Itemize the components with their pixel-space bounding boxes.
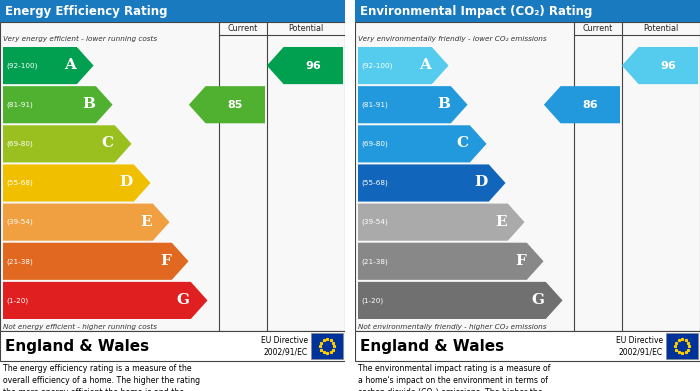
Text: Very energy efficient - lower running costs: Very energy efficient - lower running co…	[3, 36, 157, 42]
Text: EU Directive
2002/91/EC: EU Directive 2002/91/EC	[261, 336, 308, 356]
Text: G: G	[177, 293, 190, 307]
Polygon shape	[358, 243, 543, 280]
Polygon shape	[358, 125, 486, 162]
Polygon shape	[358, 204, 524, 241]
Text: EU Directive
2002/91/EC: EU Directive 2002/91/EC	[616, 336, 663, 356]
Bar	[355, 331, 700, 361]
Text: A: A	[64, 58, 76, 72]
Text: (69-80): (69-80)	[6, 141, 33, 147]
Polygon shape	[3, 243, 188, 280]
Text: Potential: Potential	[643, 24, 678, 33]
Text: (81-91): (81-91)	[6, 101, 33, 108]
Text: The energy efficiency rating is a measure of the
overall efficiency of a home. T: The energy efficiency rating is a measur…	[3, 364, 200, 391]
Text: D: D	[120, 176, 133, 190]
Text: (39-54): (39-54)	[361, 219, 388, 225]
Bar	[311, 333, 343, 359]
Text: G: G	[532, 293, 545, 307]
Polygon shape	[189, 86, 265, 123]
Text: E: E	[495, 215, 507, 229]
Text: F: F	[160, 254, 171, 268]
Text: Not environmentally friendly - higher CO₂ emissions: Not environmentally friendly - higher CO…	[358, 324, 547, 330]
Text: Current: Current	[583, 24, 613, 33]
Polygon shape	[358, 86, 468, 123]
Polygon shape	[622, 47, 698, 84]
Text: C: C	[456, 136, 469, 151]
Polygon shape	[3, 165, 150, 202]
Polygon shape	[544, 86, 620, 123]
Text: E: E	[140, 215, 152, 229]
Polygon shape	[358, 47, 449, 84]
Text: England & Wales: England & Wales	[360, 339, 504, 353]
Polygon shape	[267, 47, 343, 84]
Polygon shape	[3, 125, 132, 162]
Text: D: D	[475, 176, 488, 190]
Text: 96: 96	[305, 61, 321, 70]
Bar	[345, 0, 355, 391]
Text: (1-20): (1-20)	[6, 297, 28, 304]
Text: The environmental impact rating is a measure of
a home's impact on the environme: The environmental impact rating is a mea…	[358, 364, 551, 391]
Text: A: A	[419, 58, 431, 72]
Text: (21-38): (21-38)	[6, 258, 33, 265]
Bar	[0, 331, 345, 361]
Text: (21-38): (21-38)	[361, 258, 388, 265]
Polygon shape	[358, 165, 505, 202]
Bar	[355, 22, 700, 331]
Text: Potential: Potential	[288, 24, 323, 33]
Text: 86: 86	[582, 100, 598, 110]
Bar	[355, 0, 700, 22]
Text: Very environmentally friendly - lower CO₂ emissions: Very environmentally friendly - lower CO…	[358, 36, 547, 42]
Text: (39-54): (39-54)	[6, 219, 33, 225]
Text: (1-20): (1-20)	[361, 297, 383, 304]
Bar	[0, 0, 345, 22]
Polygon shape	[3, 282, 207, 319]
Bar	[666, 333, 698, 359]
Bar	[0, 22, 345, 331]
Text: (55-68): (55-68)	[361, 180, 388, 186]
Text: (81-91): (81-91)	[361, 101, 388, 108]
Text: B: B	[82, 97, 94, 111]
Text: Current: Current	[228, 24, 258, 33]
Polygon shape	[3, 86, 113, 123]
Text: England & Wales: England & Wales	[5, 339, 149, 353]
Text: (92-100): (92-100)	[361, 62, 393, 69]
Text: 85: 85	[228, 100, 243, 110]
Text: Not energy efficient - higher running costs: Not energy efficient - higher running co…	[3, 324, 157, 330]
Polygon shape	[3, 47, 94, 84]
Text: Energy Efficiency Rating: Energy Efficiency Rating	[5, 5, 167, 18]
Text: C: C	[102, 136, 114, 151]
Text: (55-68): (55-68)	[6, 180, 33, 186]
Polygon shape	[3, 204, 169, 241]
Text: (69-80): (69-80)	[361, 141, 388, 147]
Text: F: F	[515, 254, 526, 268]
Text: (92-100): (92-100)	[6, 62, 37, 69]
Text: 96: 96	[660, 61, 676, 70]
Text: Environmental Impact (CO₂) Rating: Environmental Impact (CO₂) Rating	[360, 5, 592, 18]
Text: B: B	[437, 97, 450, 111]
Polygon shape	[358, 282, 563, 319]
